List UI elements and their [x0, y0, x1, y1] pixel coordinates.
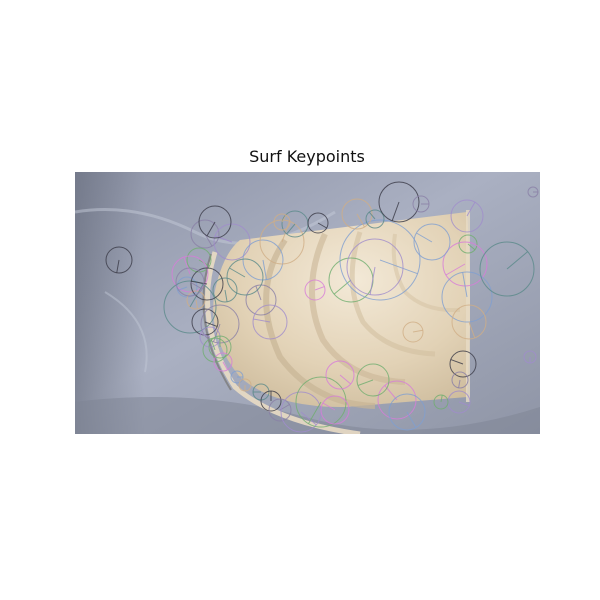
- keypoint-circle: [377, 380, 417, 420]
- keypoint-orientation: [253, 318, 271, 323]
- keypoint-orientation: [200, 333, 211, 338]
- keypoint-orientation: [339, 374, 352, 385]
- keypoint-orientation: [416, 232, 433, 243]
- keypoint-orientation: [462, 272, 468, 298]
- keypoint-orientation: [458, 401, 470, 407]
- keypoint-orientation: [468, 321, 476, 339]
- keypoint-orientation: [368, 211, 376, 220]
- keypoint-orientation: [369, 266, 376, 295]
- keypoint-orientation: [206, 221, 216, 237]
- keypoint-orientation: [213, 323, 221, 343]
- keypoint-circle: [325, 360, 355, 390]
- keypoint-circle: [105, 246, 133, 274]
- keypoint-circle: [365, 209, 385, 229]
- keypoint-orientation: [255, 285, 262, 301]
- keypoint-circle: [402, 321, 424, 343]
- figure-title: Surf Keypoints: [249, 147, 365, 166]
- keypoint-orientation: [379, 259, 418, 275]
- keypoint-image: [75, 172, 540, 434]
- keypoint-orientation: [506, 251, 529, 270]
- keypoint-orientation: [183, 256, 191, 275]
- keypoint-orientation: [204, 321, 218, 327]
- keypoint-orientation: [467, 243, 476, 251]
- keypoint-orientation: [214, 235, 233, 243]
- keypoint-circle: [479, 241, 535, 297]
- keypoint-circle: [458, 234, 478, 254]
- keypoint-circle: [252, 304, 288, 340]
- keypoint-circle: [198, 205, 232, 239]
- keypoint-circle: [273, 213, 291, 231]
- keypoint-orientation: [281, 214, 287, 223]
- keypoint-orientation: [281, 221, 290, 243]
- keypoint-orientation: [222, 361, 228, 371]
- keypoint-circle: [341, 198, 373, 230]
- keypoint-orientation: [204, 233, 213, 247]
- keypoint-orientation: [333, 279, 352, 295]
- keypoint-orientation: [300, 411, 317, 426]
- keypoint-circle: [268, 398, 292, 422]
- keypoint-orientation: [177, 286, 188, 291]
- keypoint-orientation: [195, 299, 199, 309]
- keypoint-circle: [320, 395, 350, 425]
- keypoint-overlay: [105, 181, 539, 433]
- keypoint-orientation: [224, 289, 228, 302]
- keypoint-orientation: [317, 222, 327, 229]
- keypoint-circle: [175, 267, 205, 297]
- image-axes: [75, 172, 540, 434]
- keypoint-circle: [307, 212, 329, 234]
- keypoint-orientation: [356, 213, 365, 228]
- keypoint-circle: [346, 238, 404, 296]
- keypoint-circle: [451, 371, 469, 389]
- keypoint-circle: [202, 337, 228, 363]
- keypoint-orientation: [466, 201, 476, 217]
- keypoint-orientation: [440, 395, 443, 403]
- keypoint-circle: [213, 352, 233, 372]
- keypoint-orientation: [357, 379, 374, 386]
- keypoint-orientation: [391, 201, 400, 221]
- keypoint-circle: [190, 219, 220, 249]
- keypoint-circle: [213, 223, 251, 261]
- keypoint-circle: [451, 304, 487, 340]
- keypoint-circle: [450, 199, 484, 233]
- keypoint-circle: [413, 223, 451, 261]
- keypoint-circle: [163, 280, 217, 334]
- keypoint-orientation: [445, 263, 466, 276]
- keypoint-orientation: [308, 401, 322, 424]
- keypoint-orientation: [262, 259, 267, 280]
- keypoint-orientation: [322, 402, 336, 411]
- keypoint-orientation: [116, 259, 120, 273]
- keypoint-orientation: [314, 286, 325, 291]
- keypoint-circle: [212, 277, 238, 303]
- keypoint-circle: [378, 181, 420, 223]
- keypoint-circle: [388, 393, 426, 431]
- keypoint-orientation: [412, 329, 423, 333]
- keypoint-circle: [226, 258, 264, 296]
- keypoint-circle: [441, 271, 493, 323]
- keypoint-orientation: [458, 379, 461, 388]
- keypoint-circle: [433, 394, 449, 410]
- keypoint-circle: [186, 247, 212, 273]
- keypoint-circle: [171, 255, 209, 293]
- keypoint-orientation: [189, 281, 203, 290]
- keypoint-orientation: [286, 223, 296, 235]
- keypoint-circle: [356, 363, 390, 397]
- keypoint-orientation: [406, 411, 417, 428]
- keypoint-circle: [259, 219, 305, 265]
- keypoint-circle: [339, 219, 421, 301]
- keypoint-circle: [304, 279, 326, 301]
- keypoint-orientation: [229, 267, 246, 278]
- keypoint-orientation: [450, 359, 464, 365]
- keypoint-circle: [190, 267, 224, 301]
- keypoint-circle: [449, 350, 477, 378]
